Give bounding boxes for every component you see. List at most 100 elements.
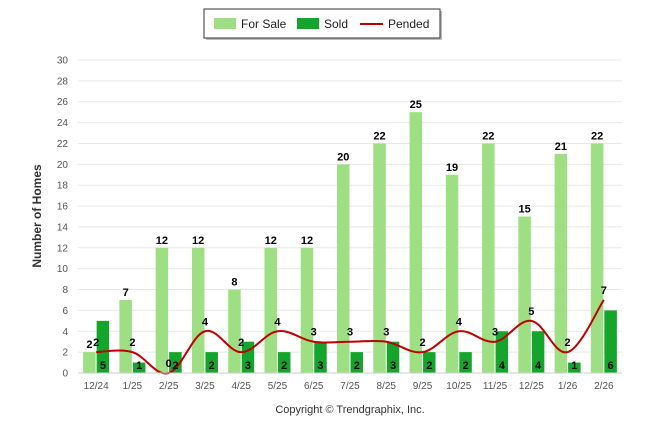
x-tick-label: 1/25	[123, 381, 143, 392]
for-sale-value-label: 25	[410, 99, 422, 111]
for-sale-bar	[337, 164, 350, 373]
legend-swatch-sold	[297, 18, 319, 29]
for-sale-bar	[554, 153, 568, 373]
pended-value-label: 3	[311, 327, 317, 339]
for-sale-bar	[518, 216, 531, 373]
copyright-text: Copyright © Trendgraphix, Inc.	[275, 404, 424, 416]
pended-value-label: 4	[274, 316, 281, 328]
sold-value-label: 2	[426, 360, 432, 372]
for-sale-value-label: 7	[123, 287, 129, 299]
legend-label-for-sale: For Sale	[241, 17, 287, 31]
y-tick-label: 28	[57, 76, 69, 87]
for-sale-bar	[228, 289, 241, 373]
legend-label-pended: Pended	[388, 17, 429, 31]
for-sale-value-label: 2	[86, 339, 92, 351]
x-tick-label: 8/25	[377, 381, 397, 392]
sold-value-label: 4	[535, 360, 542, 372]
pended-value-label: 3	[383, 327, 389, 339]
y-tick-label: 8	[62, 285, 68, 296]
sold-value-label: 3	[245, 360, 251, 372]
for-sale-value-label: 22	[591, 130, 603, 142]
x-tick-label: 2/25	[159, 381, 179, 392]
y-tick-label: 26	[57, 97, 69, 108]
x-tick-label: 12/25	[519, 381, 544, 392]
y-tick-label: 2	[62, 348, 68, 359]
legend: For Sale Sold Pended	[203, 8, 442, 40]
sold-bar	[423, 352, 436, 373]
sold-bar	[386, 341, 400, 373]
for-sale-bar	[191, 247, 205, 373]
sold-bar	[350, 352, 363, 373]
pended-value-label: 2	[238, 337, 244, 349]
data-labels: 2571122122831221232022232521922241542112…	[86, 99, 613, 372]
for-sale-value-label: 8	[231, 277, 237, 289]
pended-line	[96, 299, 605, 375]
for-sale-bar	[590, 143, 604, 373]
x-tick-label: 6/25	[304, 381, 324, 392]
for-sale-value-label: 12	[301, 235, 313, 247]
x-tick-label: 5/25	[268, 381, 288, 392]
y-tick-label: 16	[57, 202, 69, 213]
sold-value-label: 1	[571, 360, 577, 372]
sold-bar	[495, 331, 509, 373]
for-sale-value-label: 22	[482, 130, 494, 142]
sold-value-label: 3	[317, 360, 323, 372]
for-sale-value-label: 12	[192, 235, 204, 247]
y-tick-label: 4	[62, 327, 68, 338]
y-tick-label: 30	[57, 56, 69, 67]
for-sale-value-label: 19	[446, 162, 458, 174]
pended-value-label: 4	[456, 316, 463, 328]
for-sale-bar	[409, 112, 423, 374]
sold-bar	[531, 331, 545, 373]
y-tick-label: 10	[57, 264, 69, 275]
y-tick-label: 14	[57, 222, 69, 233]
x-tick-label: 11/25	[483, 381, 508, 392]
x-tick-label: 1/26	[558, 381, 578, 392]
sold-bar	[314, 341, 327, 373]
pended-value-label: 2	[565, 337, 571, 349]
pended-value-label: 2	[419, 337, 425, 349]
sold-bar	[96, 320, 110, 373]
y-tick-label: 20	[57, 160, 69, 171]
sold-value-label: 4	[499, 360, 506, 372]
x-tick-label: 4/25	[231, 381, 251, 392]
legend-label-sold: Sold	[324, 17, 348, 31]
sold-value-label: 2	[462, 360, 468, 372]
pended-value-label: 2	[129, 337, 135, 349]
sold-value-label: 6	[608, 360, 614, 372]
y-axis-title: Number of Homes	[30, 164, 44, 268]
y-tick-label: 22	[57, 139, 69, 150]
for-sale-bar	[119, 299, 132, 373]
sold-value-label: 1	[136, 360, 142, 372]
for-sale-value-label: 20	[337, 151, 349, 163]
x-tick-label: 2/26	[594, 381, 614, 392]
for-sale-value-label: 22	[373, 130, 385, 142]
for-sale-value-label: 15	[518, 204, 530, 216]
pended-line-layer	[96, 299, 605, 375]
sold-bar	[205, 352, 218, 373]
y-tick-label: 12	[57, 243, 69, 254]
sold-value-label: 2	[281, 360, 287, 372]
x-tick-label: 9/25	[413, 381, 433, 392]
for-sale-bar	[300, 247, 314, 373]
x-tick-label: 10/25	[446, 381, 471, 392]
sold-value-label: 2	[209, 360, 215, 372]
y-tick-label: 18	[57, 181, 69, 192]
y-tick-label: 24	[57, 118, 69, 129]
sold-bar	[132, 362, 146, 373]
pended-value-label: 5	[528, 306, 534, 318]
sold-value-label: 3	[390, 360, 396, 372]
x-tick-label: 7/25	[340, 381, 360, 392]
for-sale-bar	[83, 352, 96, 373]
for-sale-bar	[482, 143, 495, 373]
sold-bar	[277, 352, 291, 373]
x-tick-label: 3/25	[195, 381, 215, 392]
for-sale-bar	[264, 247, 277, 373]
gridlines	[78, 59, 622, 353]
y-tick-label: 6	[62, 306, 68, 317]
pended-value-label: 4	[202, 316, 209, 328]
for-sale-bar	[445, 174, 459, 373]
x-tick-label: 12/24	[84, 381, 109, 392]
